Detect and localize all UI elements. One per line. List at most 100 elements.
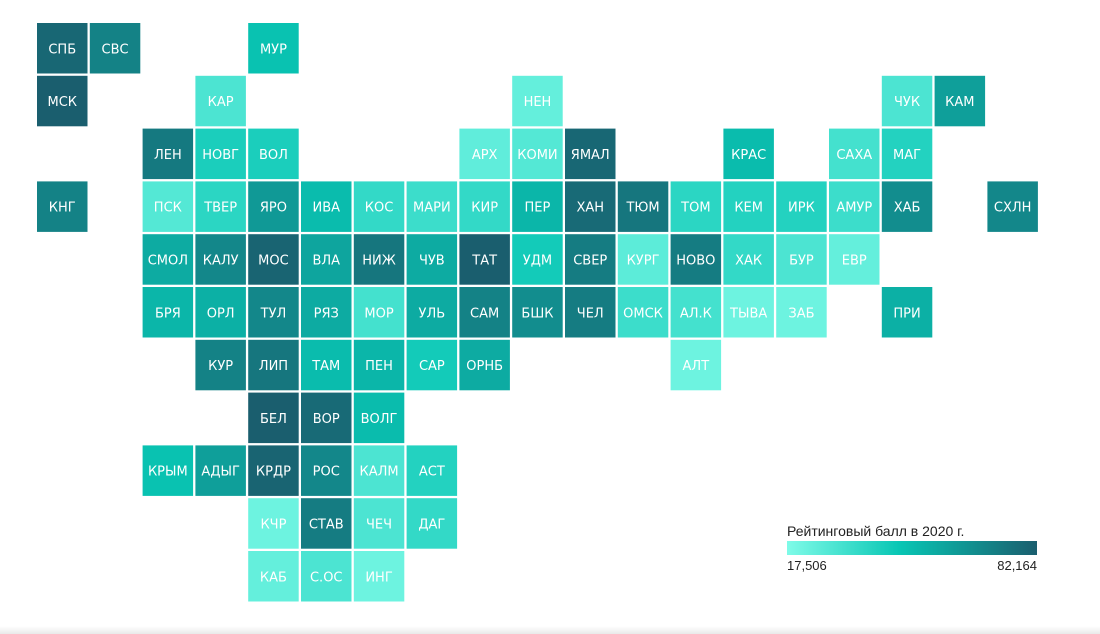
- region-tile-20[interactable]: ЯРО: [248, 181, 299, 232]
- region-tile-84[interactable]: ИНГ: [353, 551, 405, 602]
- region-tile-37[interactable]: ВЛА: [301, 234, 352, 285]
- region-tile-18[interactable]: ПСК: [142, 181, 194, 232]
- region-tile-17[interactable]: КНГ: [37, 181, 88, 232]
- region-tile-8[interactable]: ЛЕН: [142, 128, 194, 180]
- region-tile-82[interactable]: КАБ: [248, 551, 299, 602]
- region-tile-rect: [617, 287, 669, 338]
- region-tile-33[interactable]: СХЛН: [987, 181, 1038, 232]
- region-tile-80[interactable]: ЧЕЧ: [353, 498, 405, 549]
- region-tile-2[interactable]: МУР: [248, 23, 299, 74]
- region-tile-76[interactable]: КАЛМ: [353, 445, 405, 496]
- region-tile-35[interactable]: КАЛУ: [195, 234, 246, 285]
- region-tile-75[interactable]: РОС: [301, 445, 352, 496]
- region-tile-12[interactable]: КОМИ: [512, 128, 563, 180]
- region-tile-6[interactable]: ЧУК: [881, 75, 933, 127]
- region-tile-16[interactable]: МАГ: [881, 128, 933, 180]
- region-tile-66[interactable]: САР: [406, 339, 458, 391]
- region-tile-46[interactable]: БУР: [776, 234, 827, 285]
- region-tile-83[interactable]: С.ОС: [301, 551, 352, 602]
- region-tile-14[interactable]: КРАС: [723, 128, 774, 180]
- region-tile-7[interactable]: КАМ: [934, 75, 986, 127]
- region-tile-28[interactable]: ТОМ: [670, 181, 722, 232]
- region-tile-label: ЕВР: [842, 253, 867, 268]
- region-tile-rect: [406, 234, 458, 285]
- region-tile-25[interactable]: ПЕР: [512, 181, 563, 232]
- region-tile-73[interactable]: АДЫГ: [195, 445, 246, 496]
- region-tile-49[interactable]: ОРЛ: [195, 287, 246, 338]
- region-tile-34[interactable]: СМОЛ: [142, 234, 194, 285]
- region-tile-19[interactable]: ТВЕР: [195, 181, 246, 232]
- region-tile-56[interactable]: ЧЕЛ: [565, 287, 616, 338]
- region-tile-42[interactable]: СВЕР: [565, 234, 616, 285]
- region-tile-30[interactable]: ИРК: [776, 181, 827, 232]
- region-tile-23[interactable]: МАРИ: [406, 181, 458, 232]
- region-tile-72[interactable]: КРЫМ: [142, 445, 194, 496]
- region-tile-74[interactable]: КРДР: [248, 445, 299, 496]
- region-tile-60[interactable]: ЗАБ: [776, 287, 827, 338]
- region-tile-22[interactable]: КОС: [353, 181, 405, 232]
- region-tile-43[interactable]: КУРГ: [617, 234, 669, 285]
- region-tile-label: НОВО: [676, 253, 715, 268]
- region-tile-38[interactable]: НИЖ: [353, 234, 405, 285]
- region-tile-68[interactable]: АЛТ: [670, 339, 722, 391]
- region-tile-70[interactable]: ВОР: [301, 392, 352, 444]
- region-tile-55[interactable]: БШК: [512, 287, 563, 338]
- region-tile-rect: [934, 75, 986, 127]
- region-tile-77[interactable]: АСТ: [406, 445, 458, 496]
- region-tile-81[interactable]: ДАГ: [406, 498, 458, 549]
- region-tile-rect: [776, 234, 827, 285]
- region-tile-71[interactable]: ВОЛГ: [353, 392, 405, 444]
- region-tile-52[interactable]: МОР: [353, 287, 405, 338]
- region-tile-36[interactable]: МОС: [248, 234, 299, 285]
- region-tile-45[interactable]: ХАК: [723, 234, 774, 285]
- region-tile-0[interactable]: СПБ: [37, 23, 88, 74]
- region-tile-78[interactable]: КЧР: [248, 498, 299, 549]
- region-tile-24[interactable]: КИР: [459, 181, 510, 232]
- region-tile-4[interactable]: КАР: [195, 75, 246, 127]
- region-tile-51[interactable]: РЯЗ: [301, 287, 352, 338]
- region-tile-label: КОМИ: [517, 148, 557, 163]
- region-tile-50[interactable]: ТУЛ: [248, 287, 299, 338]
- region-tile-13[interactable]: ЯМАЛ: [565, 128, 616, 180]
- region-tile-64[interactable]: ТАМ: [301, 339, 352, 391]
- region-tile-48[interactable]: БРЯ: [142, 287, 194, 338]
- region-tile-62[interactable]: КУР: [195, 339, 246, 391]
- region-tile-27[interactable]: ТЮМ: [617, 181, 669, 232]
- region-tile-79[interactable]: СТАВ: [301, 498, 352, 549]
- region-tile-5[interactable]: НЕН: [512, 75, 563, 127]
- region-tile-65[interactable]: ПЕН: [353, 339, 405, 391]
- region-tile-1[interactable]: СВС: [89, 23, 141, 74]
- region-tile-rect: [565, 181, 616, 232]
- region-tile-32[interactable]: ХАБ: [881, 181, 933, 232]
- region-tile-9[interactable]: НОВГ: [195, 128, 246, 180]
- region-tile-39[interactable]: ЧУВ: [406, 234, 458, 285]
- region-tile-label: СВЕР: [573, 253, 607, 268]
- region-tile-61[interactable]: ПРИ: [881, 287, 933, 338]
- region-tile-54[interactable]: САМ: [459, 287, 510, 338]
- legend-title: Рейтинговый балл в 2020 г.: [787, 523, 965, 539]
- region-tile-26[interactable]: ХАН: [565, 181, 616, 232]
- region-tile-53[interactable]: УЛЬ: [406, 287, 458, 338]
- region-tile-3[interactable]: МСК: [37, 75, 88, 127]
- region-tile-40[interactable]: ТАТ: [459, 234, 510, 285]
- region-tile-31[interactable]: АМУР: [829, 181, 880, 232]
- region-tile-44[interactable]: НОВО: [670, 234, 722, 285]
- region-tile-69[interactable]: БЕЛ: [248, 392, 299, 444]
- region-tile-rect: [37, 23, 88, 74]
- region-tile-rect: [987, 181, 1038, 232]
- region-tile-41[interactable]: УДМ: [512, 234, 563, 285]
- region-tile-29[interactable]: КЕМ: [723, 181, 774, 232]
- region-tile-rect: [723, 287, 774, 338]
- region-tile-58[interactable]: АЛ.К: [670, 287, 722, 338]
- region-tile-67[interactable]: ОРНБ: [459, 339, 510, 391]
- region-tile-label: КАЛУ: [203, 253, 239, 268]
- region-tile-15[interactable]: САХА: [829, 128, 880, 180]
- region-tile-11[interactable]: АРХ: [459, 128, 510, 180]
- region-tile-10[interactable]: ВОЛ: [248, 128, 299, 180]
- region-tile-47[interactable]: ЕВР: [829, 234, 880, 285]
- region-tile-57[interactable]: ОМСК: [617, 287, 669, 338]
- region-tile-59[interactable]: ТЫВА: [723, 287, 774, 338]
- region-tile-21[interactable]: ИВА: [301, 181, 352, 232]
- region-tile-rect: [776, 181, 827, 232]
- region-tile-63[interactable]: ЛИП: [248, 339, 299, 391]
